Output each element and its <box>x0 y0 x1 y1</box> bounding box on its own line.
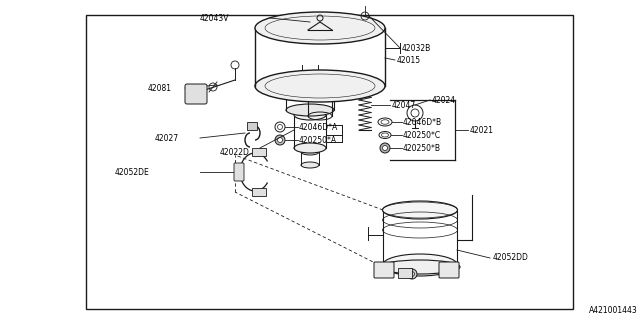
FancyBboxPatch shape <box>252 148 266 156</box>
Text: 42081: 42081 <box>148 84 172 92</box>
Ellipse shape <box>294 110 326 120</box>
Text: A421001443: A421001443 <box>589 306 638 315</box>
Ellipse shape <box>383 201 458 219</box>
Ellipse shape <box>380 260 460 274</box>
Bar <box>86 15 573 309</box>
Ellipse shape <box>301 149 319 155</box>
Circle shape <box>278 138 282 142</box>
Ellipse shape <box>301 162 319 168</box>
Text: 42052DD: 42052DD <box>493 253 529 262</box>
FancyBboxPatch shape <box>234 163 244 181</box>
Circle shape <box>380 143 390 153</box>
FancyBboxPatch shape <box>374 262 394 278</box>
Ellipse shape <box>286 86 334 98</box>
FancyBboxPatch shape <box>439 262 459 278</box>
Bar <box>398 268 412 278</box>
Text: 42015: 42015 <box>397 55 421 65</box>
Text: 42022D: 42022D <box>220 148 250 156</box>
Bar <box>247 122 257 130</box>
FancyBboxPatch shape <box>185 84 207 104</box>
Circle shape <box>407 269 417 279</box>
Ellipse shape <box>286 104 334 116</box>
Ellipse shape <box>255 12 385 44</box>
Text: 42046D*A: 42046D*A <box>299 123 339 132</box>
Text: 42027: 42027 <box>155 133 179 142</box>
Text: 42047: 42047 <box>392 100 416 109</box>
FancyBboxPatch shape <box>252 188 266 196</box>
Circle shape <box>383 146 387 150</box>
Text: 420250*B: 420250*B <box>403 143 441 153</box>
Ellipse shape <box>383 254 458 276</box>
Circle shape <box>275 135 285 145</box>
Ellipse shape <box>255 70 385 102</box>
Ellipse shape <box>294 143 326 153</box>
Text: 42043V: 42043V <box>200 13 230 22</box>
Text: 42024: 42024 <box>432 95 456 105</box>
Text: 420250*C: 420250*C <box>403 131 441 140</box>
Text: 420250*A: 420250*A <box>299 135 337 145</box>
Text: 42052DE: 42052DE <box>115 167 150 177</box>
Text: 42032B: 42032B <box>402 44 431 52</box>
Text: 42046D*B: 42046D*B <box>403 117 442 126</box>
Text: 42021: 42021 <box>470 125 494 134</box>
